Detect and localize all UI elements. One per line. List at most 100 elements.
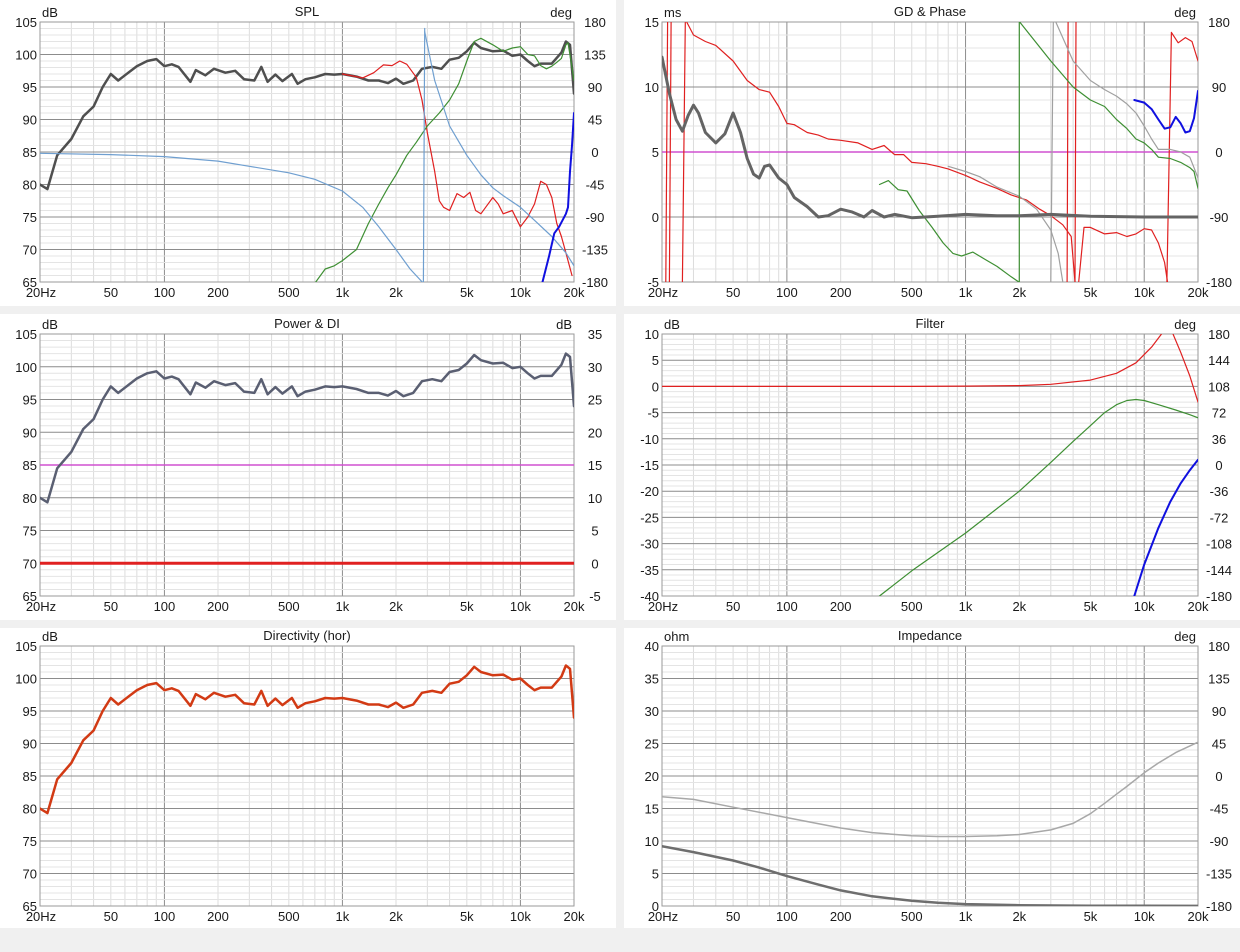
chart-svg-power: Power & DI dB dB 65 70 75 80 85 90 95 100 105 -5 0 5 10… [15,316,602,614]
y-tick-label: 80 [23,178,37,193]
x-tick-label: 500 [901,909,923,924]
y2-tick-label: -144 [1206,563,1232,578]
x-tick-label: 500 [278,285,300,300]
y-tick-label: 75 [23,834,37,849]
grid [39,21,575,283]
y2-tick-label: -180 [582,275,608,290]
series-line-2 [878,398,1198,596]
series-line-14 [1019,22,1198,189]
y-tick-label: 105 [15,15,37,30]
x-tick-label: 10k [1134,285,1155,300]
x-tick-label: 1k [336,599,350,614]
plot-frame [661,645,1199,907]
chart-svg-directivity: Directivity (hor) dB 65 70 75 80 85 90 95 100 105 2… [15,628,585,924]
y-tick-label: 80 [23,802,37,817]
x-tick-label: 10k [1134,909,1155,924]
x-tick-label: 20Hz [26,599,56,614]
y2-tick-label: 0 [1215,769,1222,784]
y2-tick-label: 5 [591,524,598,539]
y2-unit-label: deg [1174,5,1196,20]
y-tick-label: 105 [15,639,37,654]
y-unit-label: dB [664,317,680,332]
y2-tick-label: 90 [588,80,602,95]
series-line-4 [422,27,426,282]
series-line-12 [878,180,1020,282]
x-tick-label: 20Hz [26,909,56,924]
y2-unit-label: dB [556,317,572,332]
y2-tick-label: 15 [588,458,602,473]
x-tick-label: 2k [389,285,403,300]
x-tick-label: 200 [830,909,852,924]
y2-tick-label: -36 [1210,484,1229,499]
series-line-16 [1133,89,1198,134]
series-line-11 [1055,22,1198,179]
y-tick-label: 70 [23,243,37,258]
y2-tick-label: 180 [1208,15,1230,30]
chart-svg-gd: GD & Phase ms deg -5 0 5 10 15 -180 -90 0 90 180 20Hz… [645,4,1232,300]
y-tick-label: 85 [23,769,37,784]
series-line-0 [662,334,1163,387]
y-unit-label: ohm [664,629,689,644]
x-tick-label: 5k [1084,909,1098,924]
x-tick-label: 20k [564,909,585,924]
y-unit-label: ms [664,5,682,20]
y2-tick-label: -135 [582,243,608,258]
x-tick-label: 1k [959,285,973,300]
grid [39,645,575,907]
y-tick-label: -5 [647,275,659,290]
y-tick-label: 85 [23,458,37,473]
x-tick-label: 100 [776,599,798,614]
y2-tick-label: -90 [1210,834,1229,849]
chart-panel-impedance: Impedance ohm deg 0 5 10 15 20 25 30 35 40 -180 -135 -… [624,628,1240,928]
y-tick-label: -35 [640,563,659,578]
chart-panel-power: Power & DI dB dB 65 70 75 80 85 90 95 100 105 -5 0 5 10… [0,314,616,620]
x-tick-label: 2k [389,599,403,614]
series-line-2 [315,37,574,282]
y2-tick-label: 20 [588,425,602,440]
y-tick-label: 20 [645,769,659,784]
y2-tick-label: -180 [1206,275,1232,290]
series-group [40,664,574,815]
y-tick-label: 15 [645,802,659,817]
plot-frame [39,645,575,907]
x-tick-label: 2k [389,909,403,924]
x-tick-label: 5k [460,909,474,924]
chart-title: GD & Phase [894,4,966,19]
x-tick-label: 2k [1012,285,1026,300]
x-tick-label: 50 [104,599,118,614]
y2-tick-label: 35 [588,327,602,342]
y-tick-label: 25 [645,737,659,752]
series-group [40,27,574,282]
x-tick-label: 100 [154,599,176,614]
x-tick-label: 50 [726,909,740,924]
y-tick-label: 0 [652,899,659,914]
x-tick-label: 5k [460,599,474,614]
series-line-0 [40,40,574,191]
x-tick-label: 1k [336,285,350,300]
y2-tick-label: -180 [1206,589,1232,604]
series-group [40,352,574,565]
series-line-2 [40,352,574,504]
y2-tick-label: 10 [588,491,602,506]
y-tick-label: -10 [640,432,659,447]
chart-svg-impedance: Impedance ohm deg 0 5 10 15 20 25 30 35 40 -180 -135 -… [645,628,1232,924]
x-tick-label: 100 [776,909,798,924]
x-tick-label: 5k [1084,285,1098,300]
x-tick-label: 10k [510,909,531,924]
chart-panel-spl: SPL dB deg 65 70 75 80 85 90 95 100 105 -180 -135 -90 -… [0,0,616,306]
y-tick-label: 90 [23,737,37,752]
x-tick-label: 5k [460,285,474,300]
y-tick-label: 5 [652,353,659,368]
y2-tick-label: 180 [1208,639,1230,654]
series-line-1 [341,60,573,277]
x-tick-label: 50 [104,285,118,300]
y-unit-label: dB [42,629,58,644]
x-tick-label: 10k [510,285,531,300]
y-tick-label: 95 [23,704,37,719]
y2-tick-label: 0 [1215,145,1222,160]
x-tick-label: 200 [207,909,229,924]
x-tick-label: 10k [1134,599,1155,614]
series-line-2 [1078,226,1169,282]
series-line-8 [1166,31,1198,282]
